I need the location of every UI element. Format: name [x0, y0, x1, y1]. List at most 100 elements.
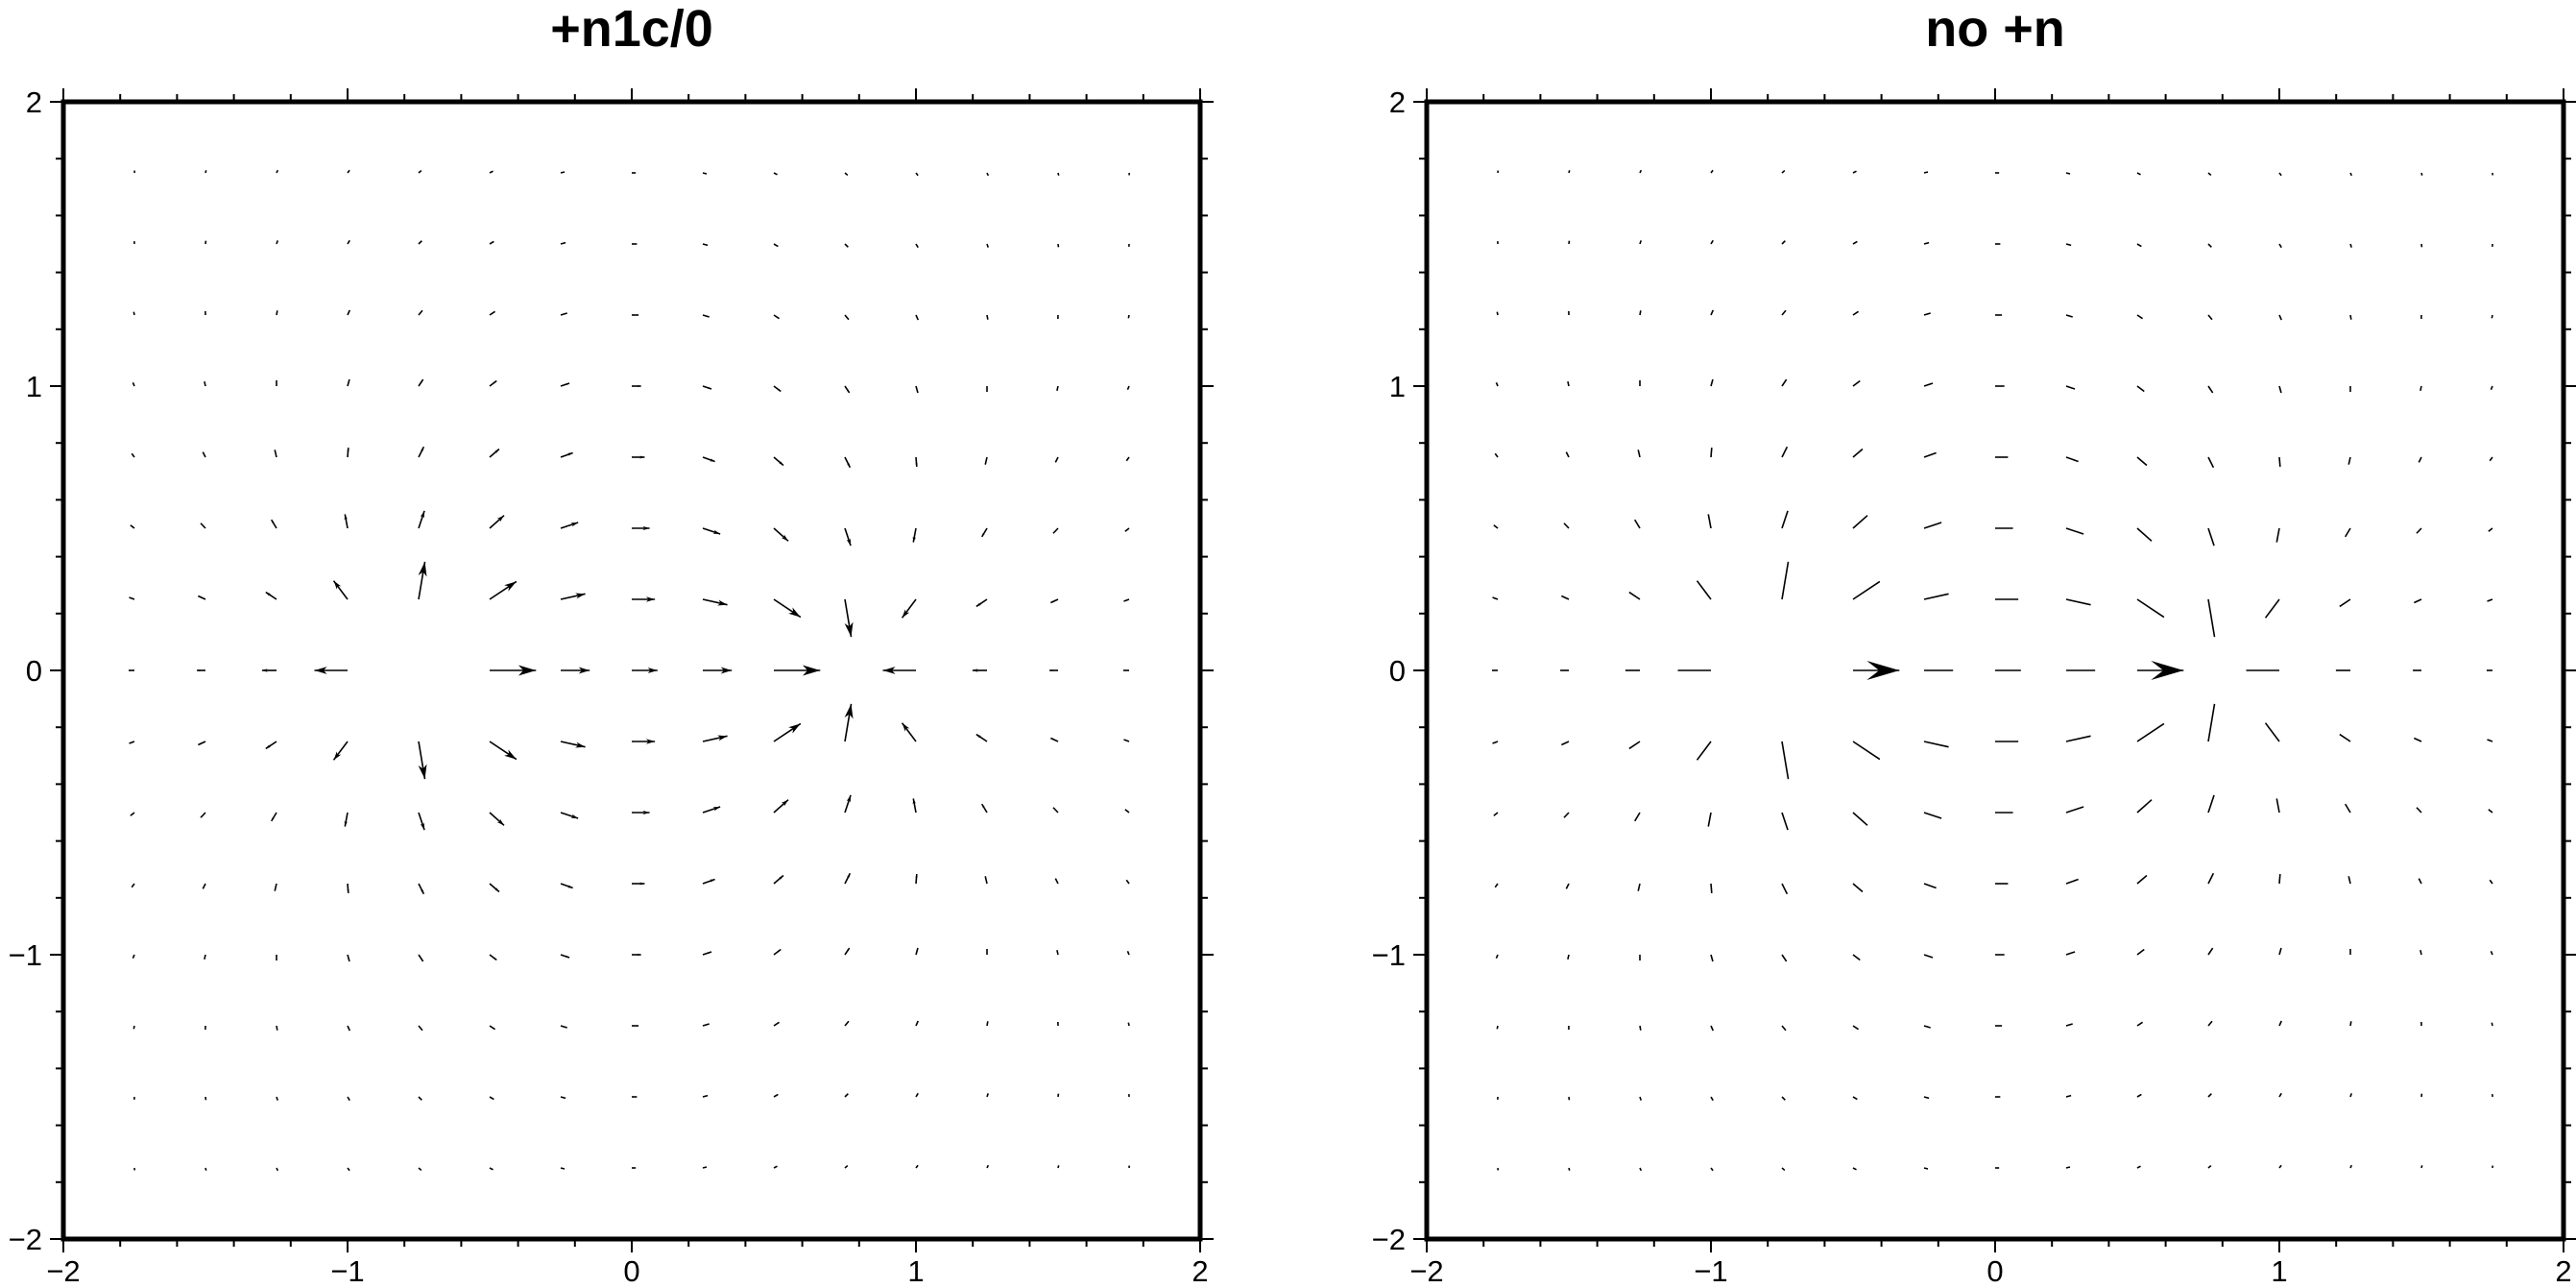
- vector-arrow: [774, 665, 821, 676]
- vector-arrow: [1056, 950, 1059, 956]
- vector-arrow: [703, 667, 733, 674]
- vector-arrow: [489, 580, 518, 600]
- vector-arrow: [1923, 812, 1942, 819]
- vector-arrow: [844, 527, 852, 547]
- vector-arrow: [915, 1164, 919, 1169]
- vector-arrow: [844, 1164, 849, 1169]
- vector-arrow: [2136, 1093, 2142, 1098]
- vector-arrow: [344, 514, 349, 529]
- x-tick-label: 2: [1192, 1254, 1208, 1288]
- vector-arrow: [915, 947, 919, 956]
- y-tick-label: 0: [26, 654, 42, 688]
- vector-arrow: [132, 1025, 135, 1030]
- vector-arrow: [130, 524, 135, 529]
- y-tick-label: −2: [1372, 1223, 1406, 1256]
- vector-arrow: [1781, 954, 1788, 962]
- vector-arrow: [200, 812, 206, 818]
- vector-arrow: [882, 667, 916, 674]
- vector-arrow: [632, 739, 656, 744]
- vector-arrow: [265, 591, 277, 600]
- vector-arrow: [1124, 527, 1130, 532]
- vector-arrow: [2065, 1094, 2072, 1098]
- vector-arrow: [489, 1025, 496, 1031]
- vector-arrow: [2136, 1165, 2141, 1169]
- vector-arrow: [1781, 309, 1787, 316]
- vector-arrow: [915, 243, 919, 249]
- vector-arrow: [560, 522, 579, 529]
- vector-arrow: [270, 812, 277, 822]
- x-tick-label: 0: [1986, 1254, 2003, 1288]
- y-tick-label: −1: [9, 938, 42, 972]
- vector-arrow: [986, 243, 989, 248]
- vector-arrow: [702, 735, 728, 742]
- vector-arrow: [1852, 741, 1881, 761]
- vector-arrow: [1561, 595, 1570, 600]
- x-tick-label: 2: [2555, 1254, 2571, 1288]
- vector-arrow: [773, 799, 789, 814]
- axis-ticks: −2−2 −1 −1 0 0 1 1 2 2: [9, 85, 1214, 1288]
- vector-arrow: [702, 806, 721, 814]
- vector-arrow: [1561, 741, 1570, 746]
- x-tick-label: −1: [1694, 1254, 1727, 1288]
- vector-arrow: [2207, 794, 2215, 814]
- vector-arrow: [2416, 807, 2422, 814]
- vector-arrow: [844, 314, 850, 321]
- vector-arrow: [2278, 947, 2282, 956]
- vector-arrow: [2414, 737, 2422, 742]
- vector-arrow: [915, 456, 918, 468]
- vector-arrow: [2065, 243, 2072, 247]
- vector-arrow: [2488, 527, 2493, 532]
- vector-arrow: [2065, 1023, 2073, 1027]
- vector-arrow: [773, 243, 779, 248]
- vector-arrow: [2278, 1020, 2282, 1027]
- vector-arrow: [702, 527, 721, 535]
- vector-arrow: [347, 1025, 350, 1032]
- vector-arrow: [130, 812, 135, 816]
- vector-arrow: [1633, 812, 1641, 822]
- vector-arrow: [1923, 451, 1937, 458]
- vector-arrow: [561, 667, 590, 674]
- vector-arrow: [1493, 524, 1499, 529]
- vector-arrow: [129, 741, 135, 744]
- vector-arrow: [1050, 598, 1059, 604]
- vector-arrow: [702, 878, 715, 885]
- vector-arrow: [2487, 598, 2493, 602]
- vector-arrow: [2207, 456, 2215, 469]
- y-tick-label: 0: [1389, 654, 1406, 688]
- y-tick-label: 1: [1389, 370, 1406, 403]
- y-tick-label: 2: [1389, 85, 1406, 119]
- vector-arrow: [773, 1093, 779, 1098]
- vector-arrow: [489, 741, 518, 761]
- vector-arrow: [1707, 514, 1712, 529]
- axis-ticks: −2−2 −1 −1 0 0 1 1 2 2: [1372, 85, 2576, 1288]
- vector-arrow: [2420, 172, 2423, 176]
- vector-arrow: [347, 1096, 350, 1102]
- x-tick-label: 1: [907, 1254, 924, 1288]
- vector-arrow: [2278, 243, 2282, 249]
- vector-arrow: [2347, 456, 2351, 465]
- vector-arrow: [1710, 378, 1714, 387]
- vector-arrow: [2278, 456, 2281, 468]
- vector-arrow: [632, 667, 658, 674]
- vector-arrow: [1492, 741, 1499, 744]
- vector-arrow: [984, 876, 988, 885]
- vector-arrow: [560, 741, 586, 748]
- vector-arrow: [2065, 1166, 2071, 1169]
- vector-arrow: [1628, 591, 1641, 600]
- vector-arrow: [1710, 447, 1713, 458]
- vector-arrow: [915, 1092, 919, 1098]
- vector-arrow: [773, 948, 782, 956]
- vector-arrow: [2349, 1021, 2352, 1027]
- vector-arrow: [1710, 1025, 1714, 1032]
- vector-arrow: [2065, 385, 2076, 390]
- vector-arrow: [1568, 1167, 1571, 1171]
- vector-arrow: [1637, 883, 1641, 891]
- vector-arrow: [2489, 456, 2493, 462]
- vector-arrow: [2207, 314, 2213, 321]
- vector-arrow: [418, 812, 425, 831]
- vector-arrow: [1056, 385, 1059, 391]
- vector-arrow: [2278, 385, 2282, 394]
- vector-arrow: [560, 241, 566, 245]
- vector-arrow: [560, 883, 573, 889]
- vector-arrow: [2207, 1020, 2213, 1027]
